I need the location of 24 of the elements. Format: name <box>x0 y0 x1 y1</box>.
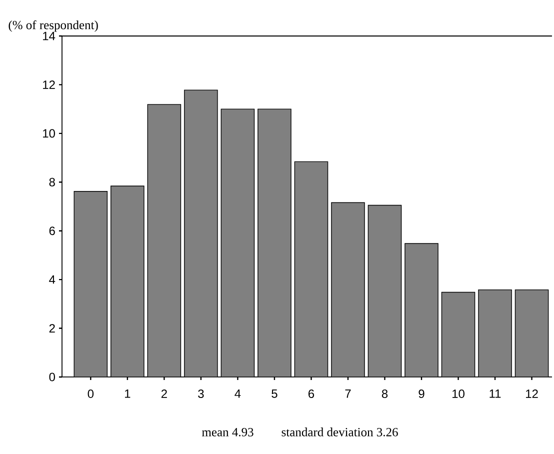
y-tick-label: 2 <box>49 324 55 332</box>
x-tick-label: 4 <box>234 390 241 398</box>
x-tick-label: 8 <box>382 390 388 398</box>
x-tick-label: 1 <box>125 390 130 398</box>
x-tick-label: 2 <box>161 390 167 398</box>
y-tick-label: 0 <box>49 372 56 382</box>
y-tick-label: 8 <box>49 178 55 186</box>
y-tick-label: 12 <box>43 80 55 89</box>
x-tick-label: 3 <box>198 390 204 398</box>
text: mean 4.93 <box>202 428 254 436</box>
x-tick-label: 9 <box>418 390 424 398</box>
y-tick-label: 10 <box>43 129 56 138</box>
x-tick-label: 11 <box>490 390 501 398</box>
x-tick-label: 12 <box>526 390 538 398</box>
x-tick-label: 10 <box>452 390 464 398</box>
text: standard deviation 3.26 <box>282 428 398 436</box>
y-tick-label: 4 <box>49 275 56 284</box>
x-tick-label: 6 <box>308 390 314 398</box>
y-tick-label: 6 <box>49 226 55 236</box>
y-tick-label: 14 <box>43 32 56 40</box>
x-tick-label: 0 <box>88 390 94 398</box>
x-tick-label: 7 <box>345 390 351 398</box>
x-tick-label: 5 <box>272 390 278 398</box>
y-axis-title: (% of respondent) <box>8 20 98 32</box>
